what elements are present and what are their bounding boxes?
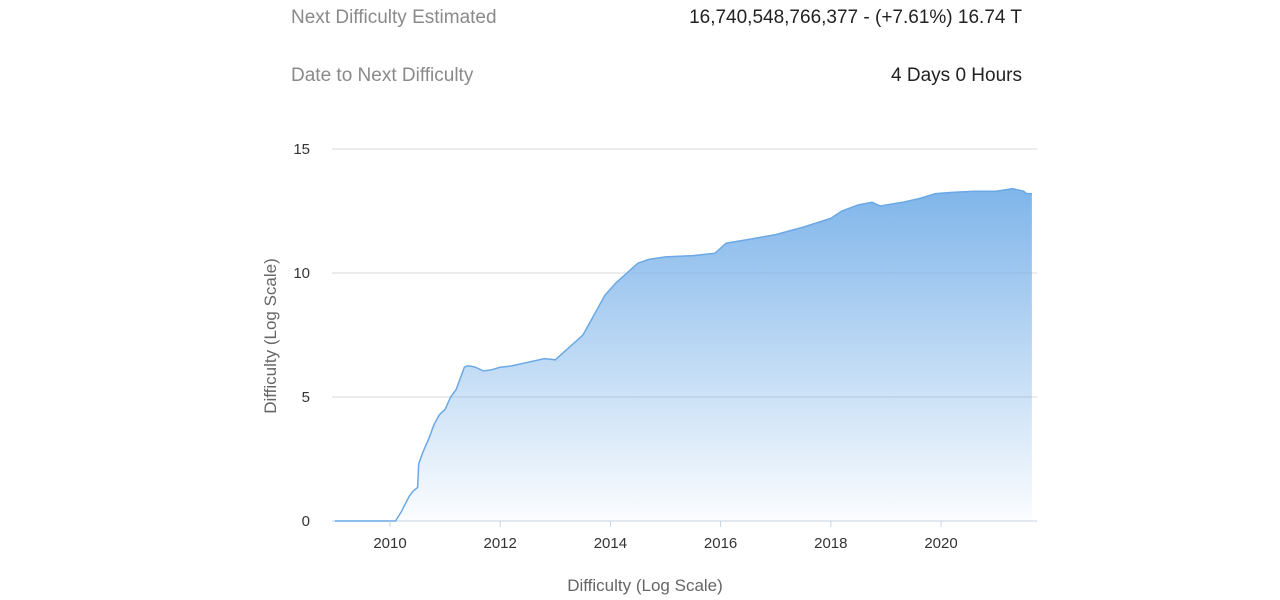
next-difficulty-row: Next Difficulty Estimated 16,740,548,766… — [291, 3, 1022, 33]
y-axis-title: Difficulty (Log Scale) — [261, 258, 280, 414]
x-tick-label: 2012 — [484, 535, 517, 552]
date-to-next-label: Date to Next Difficulty — [291, 65, 474, 86]
x-tick-label: 2018 — [814, 535, 847, 552]
y-tick-label: 5 — [302, 389, 310, 406]
difficulty-line — [334, 187, 1032, 522]
y-axis-ticks: 0 5 10 15 — [293, 141, 310, 530]
x-axis-ticks: 2010 2012 2014 2016 2018 2020 — [373, 521, 958, 552]
x-tick-label: 2010 — [373, 535, 406, 552]
x-tick-label: 2016 — [704, 535, 737, 552]
difficulty-area — [334, 188, 1032, 521]
x-tick-label: 2014 — [594, 535, 627, 552]
plot-area — [334, 187, 1032, 522]
y-tick-label: 10 — [293, 265, 310, 282]
next-difficulty-value: 16,740,548,766,377 - (+7.61%) 16.74 T — [689, 7, 1022, 28]
x-axis-title: Difficulty (Log Scale) — [567, 576, 723, 595]
date-to-next-value: 4 Days 0 Hours — [891, 65, 1022, 86]
x-tick-label: 2020 — [924, 535, 957, 552]
y-tick-label: 15 — [293, 141, 310, 158]
next-difficulty-label: Next Difficulty Estimated — [291, 7, 497, 28]
date-to-next-row: Date to Next Difficulty 4 Days 0 Hours — [291, 61, 1022, 91]
y-tick-label: 0 — [302, 513, 310, 530]
